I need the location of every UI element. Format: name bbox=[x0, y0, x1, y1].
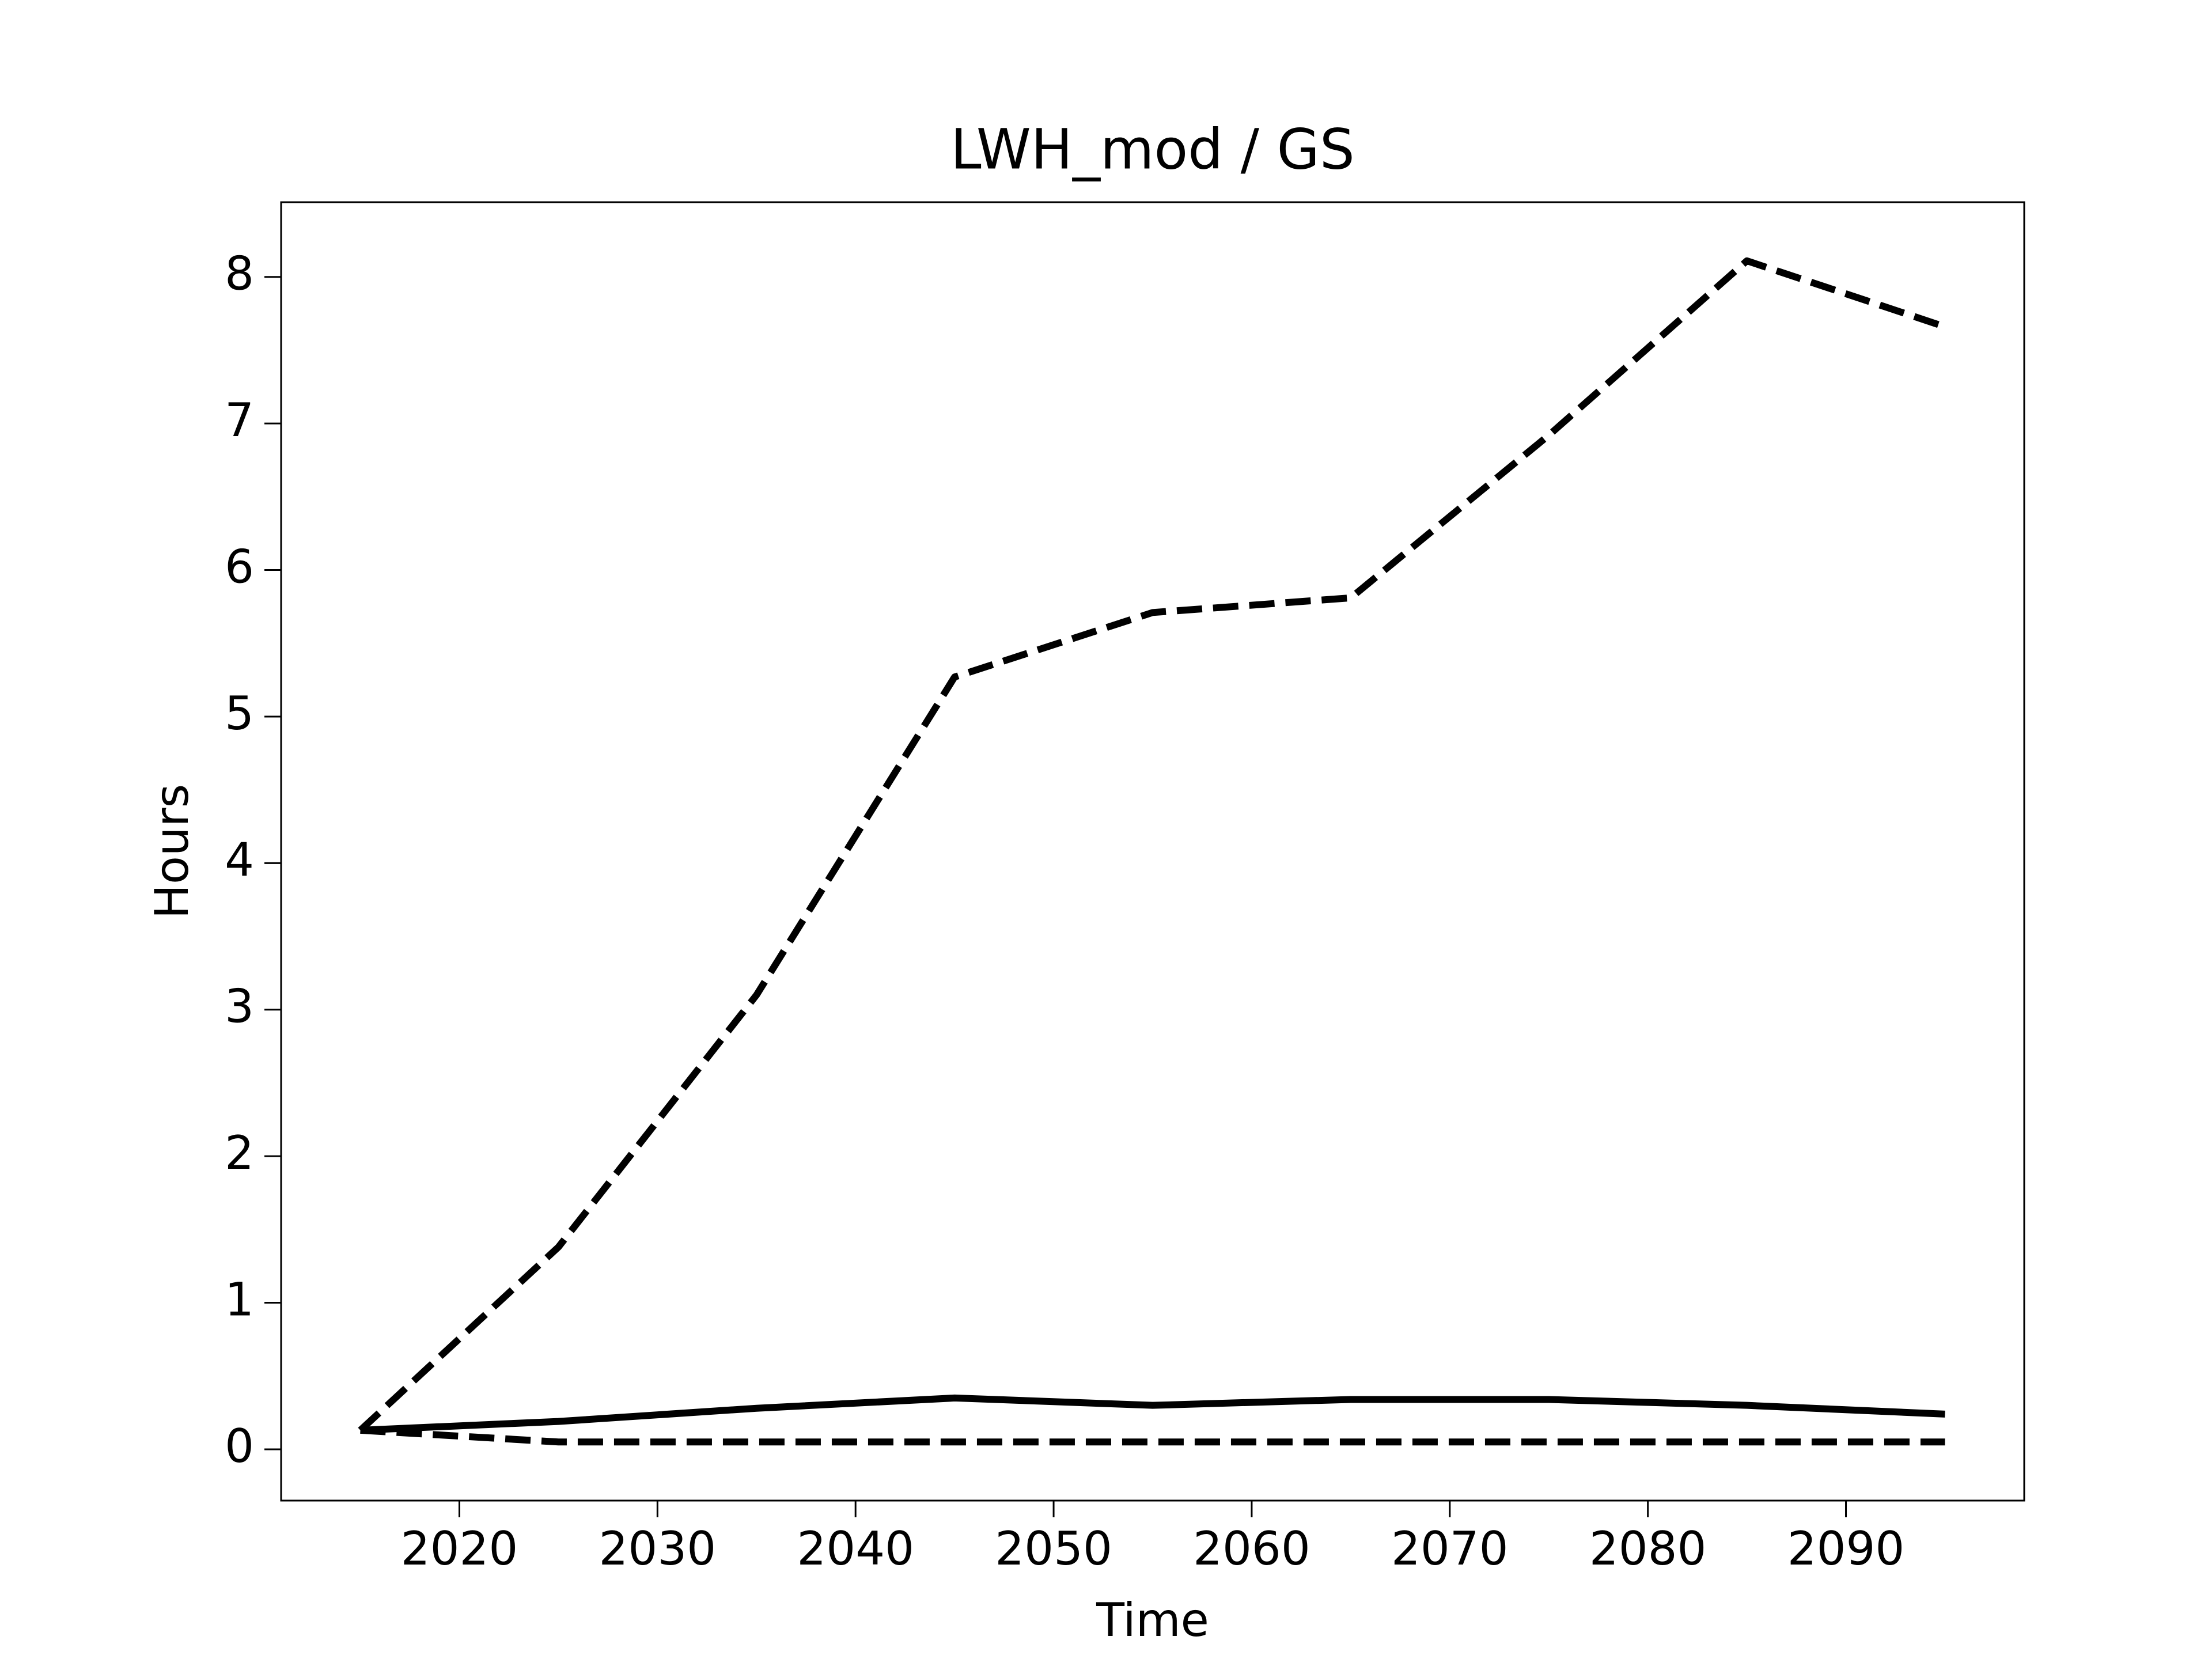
x-tick-label: 2090 bbox=[1787, 1522, 1905, 1575]
line-series bbox=[360, 1426, 1945, 1446]
x-tick-label: 2050 bbox=[995, 1522, 1112, 1575]
y-tick-label: 6 bbox=[225, 540, 254, 594]
x-tick-label: 2040 bbox=[797, 1522, 914, 1575]
y-tick-label: 5 bbox=[225, 687, 254, 740]
x-tick-label: 2020 bbox=[401, 1522, 518, 1575]
chart-title: LWH_mod / GS bbox=[950, 117, 1355, 181]
y-tick-label: 1 bbox=[225, 1273, 254, 1327]
x-tick-label: 2070 bbox=[1391, 1522, 1509, 1575]
y-axis-label: Hours bbox=[145, 784, 199, 919]
y-tick-label: 2 bbox=[225, 1126, 254, 1180]
line-series bbox=[358, 257, 1946, 1433]
y-tick-label: 8 bbox=[225, 247, 254, 301]
line-series bbox=[360, 1394, 1945, 1434]
x-tick-label: 2060 bbox=[1193, 1522, 1310, 1575]
x-axis-label: Time bbox=[1096, 1593, 1209, 1647]
y-tick-label: 7 bbox=[225, 393, 254, 447]
y-tick-label: 0 bbox=[225, 1419, 254, 1473]
y-tick-label: 4 bbox=[225, 833, 254, 887]
y-tick-label: 3 bbox=[225, 980, 254, 1033]
x-tick-label: 2080 bbox=[1589, 1522, 1707, 1575]
plot-frame bbox=[280, 201, 2025, 1502]
x-tick-label: 2030 bbox=[599, 1522, 717, 1575]
